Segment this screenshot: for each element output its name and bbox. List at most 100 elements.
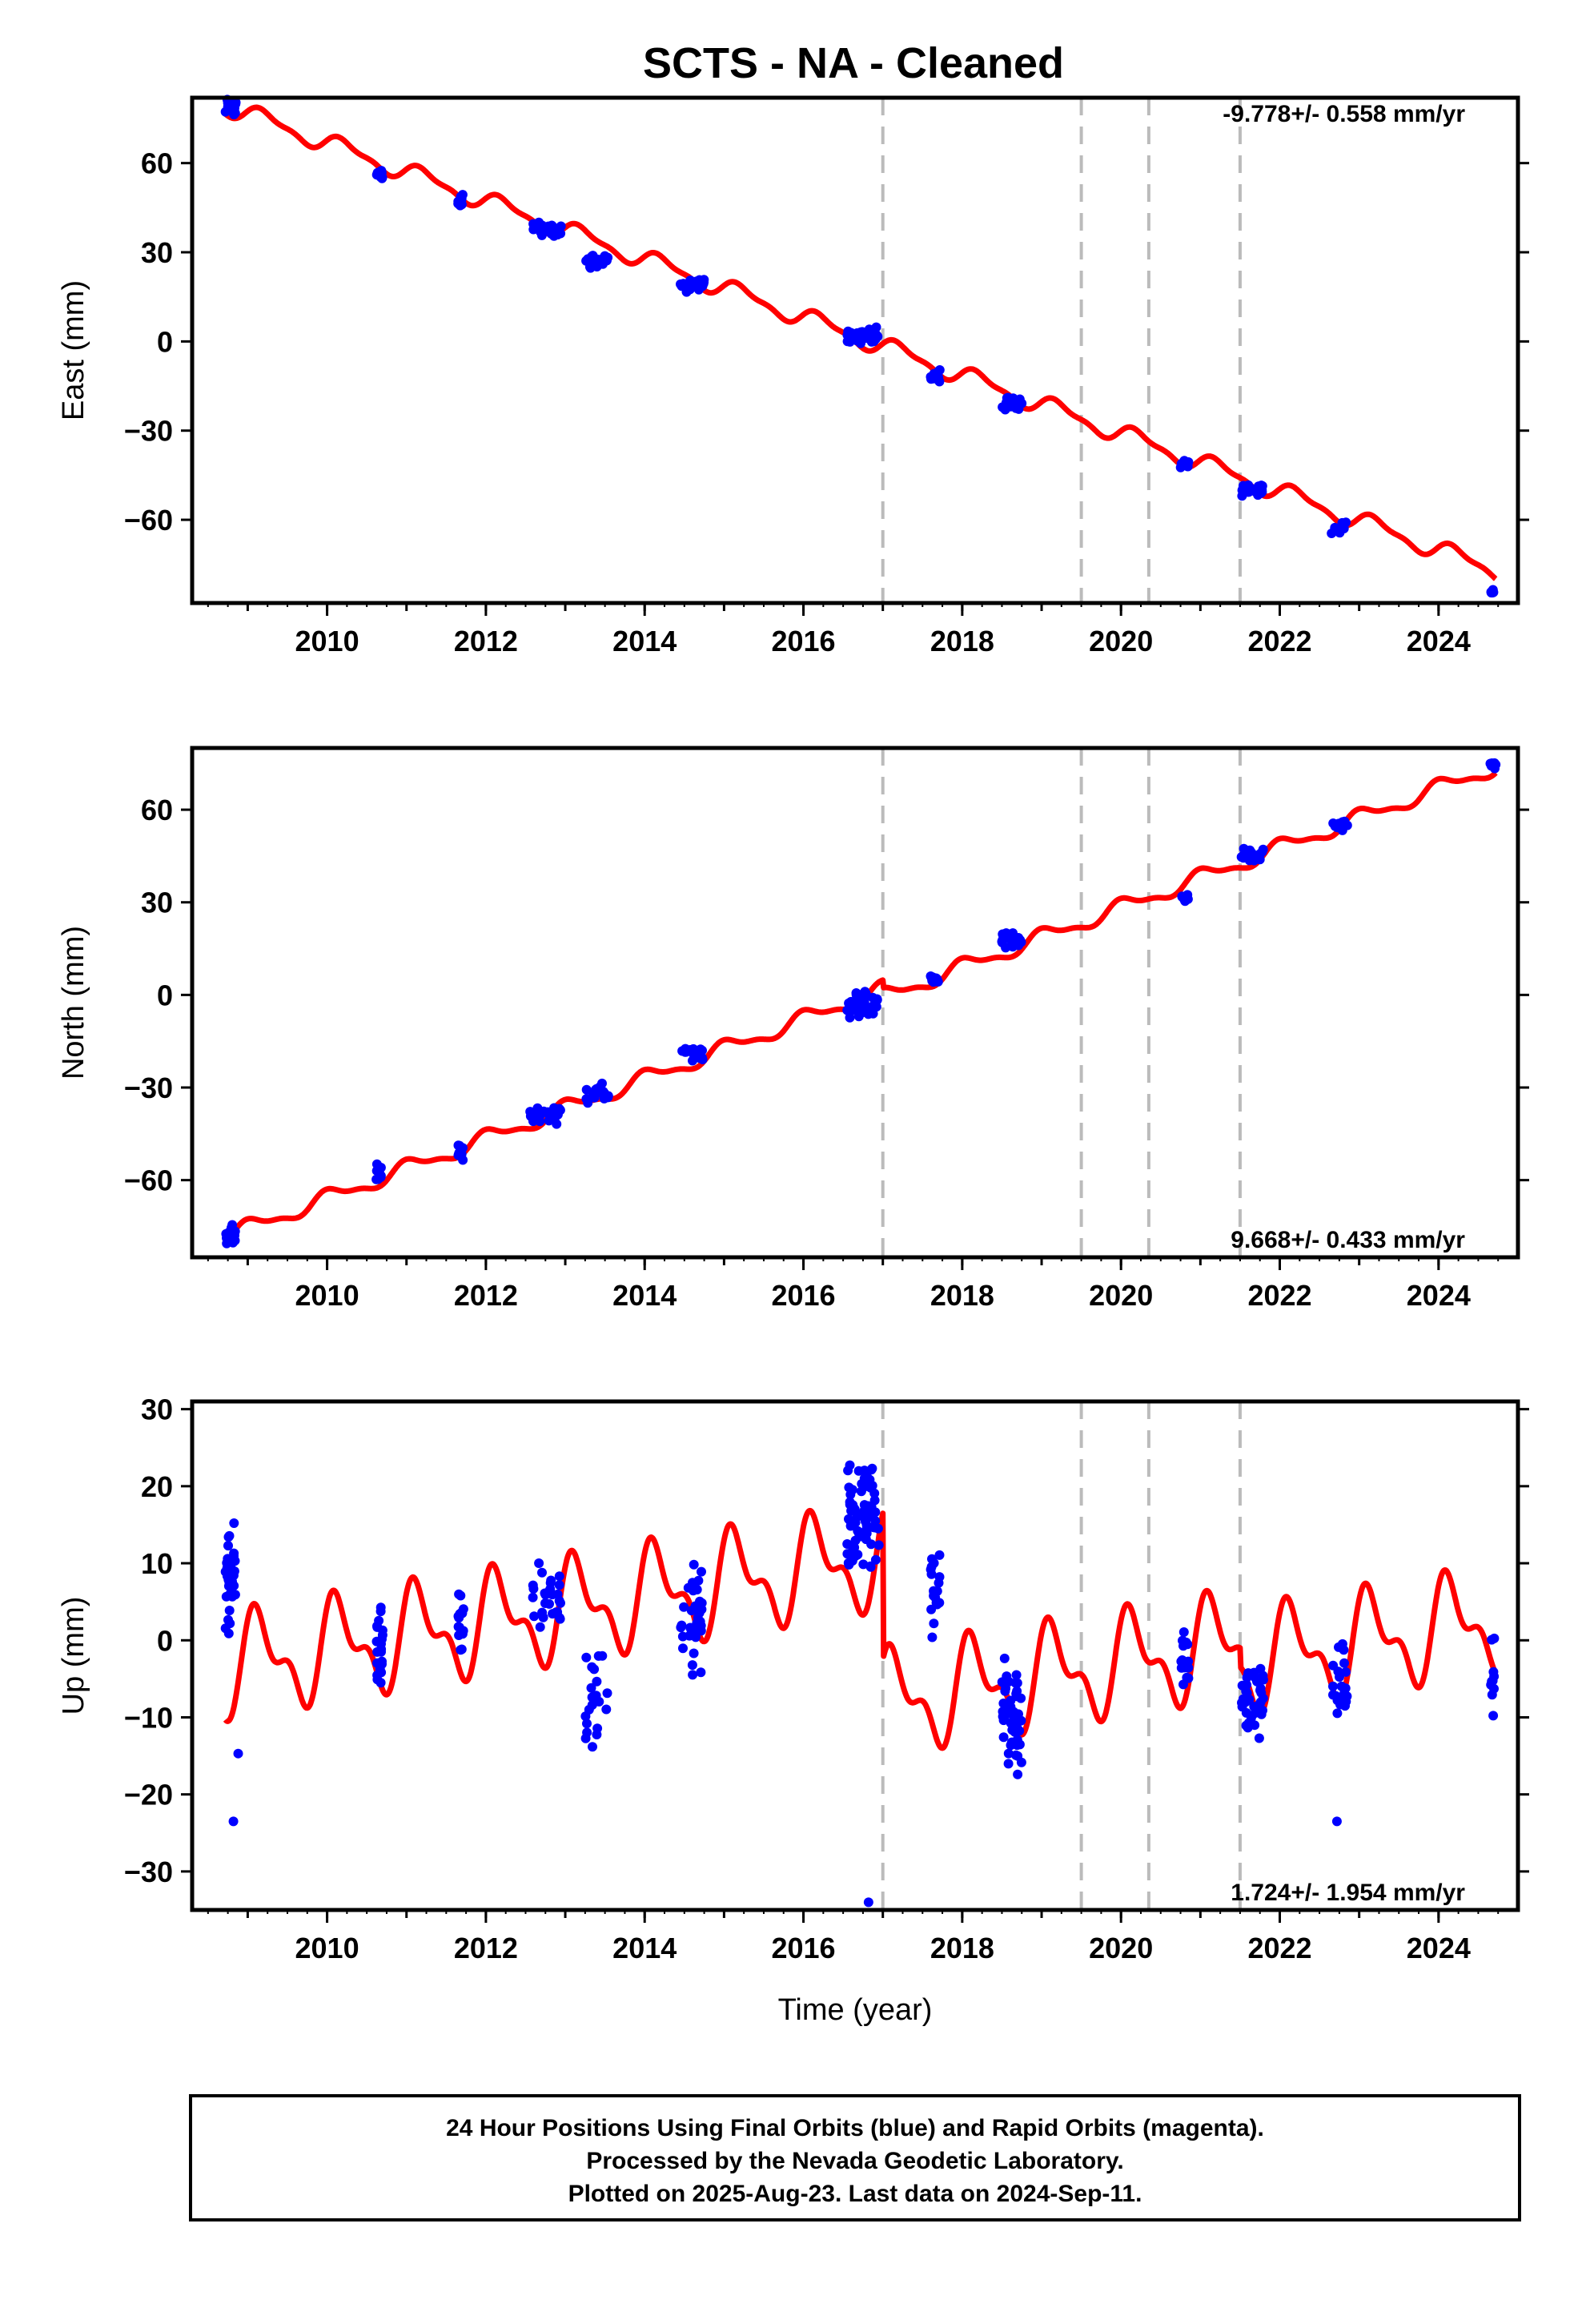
- data-point: [1014, 396, 1023, 407]
- data-point: [1176, 1663, 1186, 1673]
- data-point: [853, 1510, 864, 1521]
- data-point: [223, 1554, 233, 1564]
- data-point: [1487, 1634, 1497, 1645]
- data-point: [934, 1550, 945, 1560]
- y-tick-label: 20: [141, 1470, 173, 1503]
- data-point: [587, 1700, 597, 1710]
- data-point: [689, 1559, 699, 1570]
- x-tick-label: 2018: [930, 625, 994, 657]
- data-point: [929, 1618, 939, 1629]
- y-tick-label: −60: [124, 1164, 173, 1197]
- data-point: [1340, 1695, 1350, 1704]
- data-point: [224, 1530, 235, 1541]
- data-point: [534, 217, 544, 227]
- y-axis-label: East (mm): [57, 280, 90, 420]
- data-point: [1014, 933, 1024, 943]
- data-point: [934, 1598, 945, 1608]
- data-point: [998, 1699, 1009, 1708]
- data-point: [852, 332, 862, 342]
- data-point: [1013, 1751, 1023, 1761]
- x-tick-label: 2014: [612, 625, 677, 657]
- data-point: [230, 1590, 240, 1600]
- data-point: [227, 1582, 237, 1592]
- x-tick-label: 2020: [1089, 1279, 1153, 1312]
- data-point: [586, 1683, 596, 1693]
- data-point: [866, 1539, 877, 1550]
- x-tick-label: 2010: [295, 1279, 359, 1312]
- data-point: [1013, 1769, 1023, 1779]
- data-point: [687, 1660, 697, 1671]
- data-point: [1255, 1683, 1266, 1694]
- data-point: [457, 1629, 468, 1639]
- model-fit-line: [223, 1507, 1499, 1751]
- data-point: [1243, 1718, 1254, 1728]
- data-point: [865, 1511, 876, 1522]
- data-point: [676, 1622, 686, 1633]
- data-point: [845, 1490, 856, 1500]
- x-tick-label: 2018: [930, 1279, 994, 1312]
- data-point: [595, 256, 605, 267]
- data-point: [1008, 942, 1018, 952]
- x-tick-label: 2020: [1089, 1932, 1153, 1964]
- data-point: [685, 1622, 696, 1633]
- data-point: [1334, 818, 1344, 829]
- plot-frame: [190, 1399, 1520, 1912]
- y-tick-label: −30: [124, 1072, 173, 1104]
- data-point: [376, 1644, 387, 1655]
- data-point: [602, 1688, 612, 1699]
- data-point: [862, 1472, 873, 1482]
- data-point: [998, 1732, 1009, 1743]
- data-point: [688, 1670, 698, 1680]
- data-point: [230, 1556, 240, 1566]
- y-tick-label: −10: [124, 1701, 173, 1734]
- data-point: [552, 1589, 563, 1599]
- data-point: [1236, 852, 1247, 862]
- data-point: [1178, 1641, 1188, 1651]
- data-point: [1488, 1711, 1499, 1721]
- data-point: [583, 255, 593, 265]
- data-point: [537, 1567, 547, 1578]
- data-point: [226, 102, 236, 112]
- data-point: [544, 1598, 554, 1609]
- data-point: [1258, 1705, 1267, 1715]
- x-tick-label: 2010: [295, 625, 359, 657]
- x-tick-label: 2016: [771, 1932, 835, 1964]
- data-point: [691, 1632, 701, 1642]
- rate-annotation: 9.668+/- 0.433 mm/yr: [1231, 1227, 1465, 1253]
- x-tick-label: 2012: [454, 1279, 518, 1312]
- x-tick-label: 2024: [1407, 1279, 1471, 1312]
- data-point: [597, 1651, 608, 1661]
- data-point: [864, 324, 874, 335]
- data-point: [222, 1238, 232, 1248]
- data-point: [1238, 484, 1248, 494]
- data-point: [849, 1542, 860, 1553]
- data-point: [229, 1518, 239, 1528]
- data-point: [223, 1628, 234, 1638]
- data-point: [1333, 1667, 1343, 1677]
- data-point: [697, 1604, 707, 1614]
- data-point: [537, 1607, 548, 1618]
- data-point: [1012, 1713, 1022, 1723]
- data-point: [1328, 1690, 1338, 1700]
- data-point: [582, 1727, 592, 1738]
- y-tick-label: 30: [141, 236, 173, 269]
- data-point: [842, 1549, 853, 1559]
- data-point: [540, 1590, 551, 1600]
- data-point: [595, 1088, 605, 1098]
- data-point: [581, 1094, 592, 1104]
- data-point: [860, 987, 870, 997]
- data-point: [454, 1613, 464, 1623]
- y-axis-label: North (mm): [57, 926, 90, 1080]
- y-tick-label: 30: [141, 887, 173, 919]
- data-point: [689, 1043, 699, 1054]
- data-point: [856, 1486, 866, 1497]
- data-point: [1178, 457, 1188, 468]
- data-point: [1488, 1675, 1498, 1686]
- data-point: [863, 1501, 873, 1511]
- data-point: [1254, 1733, 1264, 1743]
- data-point: [926, 1564, 936, 1574]
- data-point: [554, 1580, 564, 1590]
- data-point: [224, 1606, 235, 1615]
- data-point: [1256, 488, 1267, 498]
